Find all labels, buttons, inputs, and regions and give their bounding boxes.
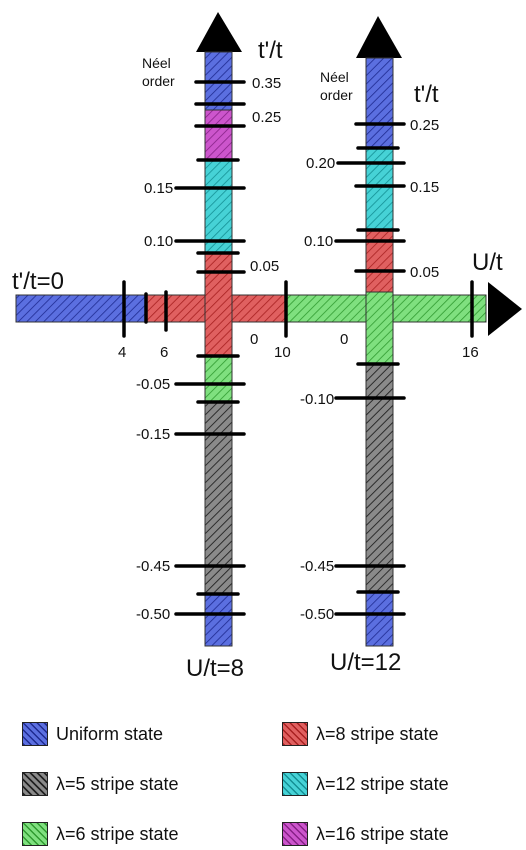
u-tick-label: 16 (462, 344, 479, 361)
right-tick-label: -0.45 (300, 558, 334, 575)
left-tick-label: 0.05 (250, 258, 279, 275)
right-tick-label: 0.20 (306, 155, 335, 172)
tick-marks (122, 80, 474, 616)
neel-label-right-1: Néel (320, 69, 349, 85)
right-band-uniform-top (365, 57, 394, 149)
legend-item-stripe5: λ=5 stripe state (22, 772, 179, 796)
left-tick-label: -0.50 (136, 606, 170, 623)
left-band-stripe16 (204, 109, 233, 161)
legend-item-uniform: Uniform state (22, 722, 163, 746)
right-arrowhead (356, 16, 402, 58)
left-tick-label: 0.10 (144, 233, 173, 250)
neel-label-left-1: Néel (142, 55, 171, 71)
right-vertical-axis-label: t'/t (414, 81, 439, 108)
u-tick-label: 4 (118, 344, 126, 361)
legend-label: λ=8 stripe state (316, 723, 439, 744)
u-tick-label: 6 (160, 344, 168, 361)
phase-diagram: t'/t t'/t U/t t'/t=0 U/t=8 U/t=12 Néel o… (12, 12, 522, 682)
left-tick-label: -0.05 (136, 376, 170, 393)
u-axis-arrowhead (488, 282, 522, 336)
left-band-stripe12 (204, 159, 233, 253)
legend-swatch-stripe6 (22, 822, 48, 846)
right-tick-label: 0.10 (304, 233, 333, 250)
legend-swatch-uniform (22, 722, 48, 746)
legend-item-stripe12: λ=12 stripe state (282, 772, 449, 796)
left-tick-label: 0.35 (252, 75, 281, 92)
right-column (356, 16, 402, 647)
legend-swatch-stripe16 (282, 822, 308, 846)
legend-label: λ=16 stripe state (316, 823, 449, 844)
legend-swatch-stripe12 (282, 772, 308, 796)
right-tick-label: 0.05 (410, 264, 439, 281)
right-tick-label: 0.25 (410, 117, 439, 134)
left-tick-label: 0.25 (252, 109, 281, 126)
right-band-stripe12 (365, 147, 394, 231)
left-band-stripe6 (204, 355, 233, 403)
h-band-uniform (15, 294, 147, 323)
left-column (196, 12, 242, 647)
neel-label-right-2: order (320, 87, 353, 103)
horizontal-axis-label: U/t (472, 249, 503, 276)
horizontal-axis (15, 282, 522, 336)
right-tick-label: 0.15 (410, 179, 439, 196)
right-tick-label: -0.50 (300, 606, 334, 623)
legend: Uniform state λ=8 stripe state λ=5 strip… (0, 700, 526, 850)
left-tick-label: 0.15 (144, 180, 173, 197)
left-arrowhead (196, 12, 242, 52)
right-column-label: U/t=12 (330, 649, 401, 676)
legend-label: λ=5 stripe state (56, 773, 179, 794)
right-zero-label: 0 (340, 331, 348, 348)
left-band-uniform-bottom (204, 593, 233, 647)
legend-item-stripe6: λ=6 stripe state (22, 822, 179, 846)
left-column-label: U/t=8 (186, 655, 244, 682)
left-tick-label: -0.15 (136, 426, 170, 443)
legend-label: λ=12 stripe state (316, 773, 449, 794)
right-tick-label: -0.10 (300, 391, 334, 408)
left-zero-label: 0 (250, 331, 258, 348)
legend-item-stripe8: λ=8 stripe state (282, 722, 439, 746)
neel-label-left-2: order (142, 73, 175, 89)
legend-item-stripe16: λ=16 stripe state (282, 822, 449, 846)
u-tick-label: 10 (274, 344, 291, 361)
right-band-stripe6 (365, 291, 394, 365)
left-band-stripe8 (204, 251, 233, 357)
right-band-uniform-bottom (365, 591, 394, 647)
legend-swatch-stripe8 (282, 722, 308, 746)
start-label: t'/t=0 (12, 268, 64, 295)
left-vertical-axis-label: t'/t (258, 37, 283, 64)
left-tick-label: -0.45 (136, 558, 170, 575)
legend-label: λ=6 stripe state (56, 823, 179, 844)
legend-swatch-stripe5 (22, 772, 48, 796)
right-band-stripe5 (365, 363, 394, 593)
legend-label: Uniform state (56, 723, 164, 744)
